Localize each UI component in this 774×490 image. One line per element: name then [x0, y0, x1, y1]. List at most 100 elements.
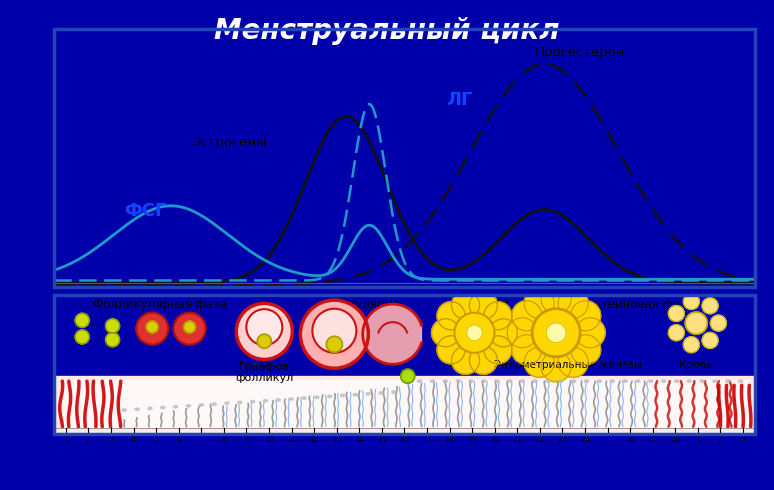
- Ellipse shape: [508, 380, 512, 382]
- Text: 27: 27: [648, 435, 658, 444]
- Ellipse shape: [246, 309, 283, 345]
- Text: 4: 4: [131, 435, 136, 444]
- Ellipse shape: [546, 323, 567, 343]
- Ellipse shape: [327, 336, 342, 352]
- Ellipse shape: [238, 401, 242, 404]
- Text: 26: 26: [625, 435, 635, 444]
- Ellipse shape: [610, 380, 615, 382]
- Text: 3: 3: [741, 435, 745, 444]
- Ellipse shape: [469, 291, 498, 319]
- Ellipse shape: [484, 336, 512, 364]
- Ellipse shape: [444, 380, 447, 382]
- Ellipse shape: [437, 336, 465, 364]
- Text: 17: 17: [422, 435, 432, 444]
- Text: Менструальный цикл: Менструальный цикл: [214, 17, 560, 45]
- Ellipse shape: [432, 319, 460, 347]
- Ellipse shape: [392, 391, 396, 393]
- Ellipse shape: [327, 395, 332, 398]
- Text: 8: 8: [221, 435, 226, 444]
- Ellipse shape: [533, 309, 580, 357]
- Ellipse shape: [726, 380, 730, 382]
- Text: 18: 18: [444, 435, 454, 444]
- Ellipse shape: [668, 305, 684, 321]
- Ellipse shape: [417, 380, 422, 382]
- Text: 12: 12: [309, 435, 319, 444]
- Ellipse shape: [738, 380, 743, 382]
- Ellipse shape: [212, 403, 216, 405]
- Ellipse shape: [236, 303, 293, 360]
- Text: Прогестерон: Прогестерон: [534, 46, 625, 59]
- Text: ФСГ: ФСГ: [124, 202, 166, 220]
- Ellipse shape: [713, 380, 717, 382]
- Ellipse shape: [668, 325, 684, 341]
- Bar: [61, 380, 748, 427]
- Ellipse shape: [700, 380, 704, 382]
- Ellipse shape: [711, 315, 726, 331]
- Text: Овуляция: Овуляция: [339, 297, 400, 311]
- Text: 2: 2: [717, 435, 723, 444]
- Ellipse shape: [570, 335, 601, 365]
- Ellipse shape: [430, 380, 434, 382]
- Ellipse shape: [570, 301, 601, 331]
- Ellipse shape: [598, 380, 601, 382]
- Ellipse shape: [524, 288, 554, 319]
- Ellipse shape: [135, 408, 139, 411]
- Text: Жёлтое
тело: Жёлтое тело: [463, 297, 509, 318]
- Ellipse shape: [546, 380, 550, 382]
- Ellipse shape: [173, 405, 178, 408]
- Text: 22: 22: [535, 435, 545, 444]
- Ellipse shape: [161, 406, 165, 409]
- Ellipse shape: [183, 321, 196, 333]
- Ellipse shape: [481, 380, 486, 382]
- Ellipse shape: [437, 302, 465, 330]
- Text: Лютеиновая фаза: Лютеиновая фаза: [582, 297, 694, 311]
- Ellipse shape: [702, 298, 718, 314]
- Text: Граафов
фолликул: Граафов фолликул: [235, 362, 293, 383]
- Ellipse shape: [507, 318, 537, 348]
- Ellipse shape: [469, 346, 498, 374]
- Ellipse shape: [683, 294, 700, 310]
- Ellipse shape: [533, 380, 537, 382]
- Ellipse shape: [187, 405, 190, 407]
- Text: 10: 10: [264, 435, 274, 444]
- Text: 9: 9: [244, 435, 249, 444]
- Text: 20: 20: [490, 435, 500, 444]
- Ellipse shape: [685, 312, 707, 334]
- Ellipse shape: [146, 321, 158, 333]
- Ellipse shape: [75, 330, 89, 344]
- Ellipse shape: [524, 347, 554, 377]
- Ellipse shape: [313, 309, 356, 353]
- Ellipse shape: [75, 313, 89, 327]
- Text: 24: 24: [580, 435, 590, 444]
- Text: 3: 3: [108, 435, 114, 444]
- Bar: [54, 376, 755, 434]
- Ellipse shape: [302, 397, 306, 399]
- Text: 5: 5: [153, 435, 159, 444]
- Text: 1: 1: [63, 435, 68, 444]
- Text: 15: 15: [377, 435, 387, 444]
- Ellipse shape: [575, 318, 605, 348]
- Ellipse shape: [251, 400, 255, 403]
- Ellipse shape: [662, 380, 666, 382]
- Ellipse shape: [173, 313, 206, 344]
- Text: Кровь: Кровь: [679, 361, 714, 370]
- Ellipse shape: [702, 332, 718, 348]
- Ellipse shape: [105, 333, 119, 347]
- Ellipse shape: [257, 334, 272, 348]
- Ellipse shape: [559, 380, 563, 382]
- Ellipse shape: [225, 402, 229, 405]
- Text: ЛГ: ЛГ: [447, 92, 473, 109]
- Polygon shape: [363, 304, 421, 364]
- Ellipse shape: [512, 335, 542, 365]
- Text: 11: 11: [286, 435, 296, 444]
- Text: 13: 13: [332, 435, 341, 444]
- Ellipse shape: [489, 319, 517, 347]
- Text: 21: 21: [512, 435, 522, 444]
- Ellipse shape: [484, 302, 512, 330]
- Ellipse shape: [687, 380, 691, 382]
- Text: 6: 6: [176, 435, 181, 444]
- Ellipse shape: [635, 380, 640, 382]
- Text: 19: 19: [467, 435, 478, 444]
- Ellipse shape: [456, 380, 461, 382]
- Ellipse shape: [366, 392, 370, 395]
